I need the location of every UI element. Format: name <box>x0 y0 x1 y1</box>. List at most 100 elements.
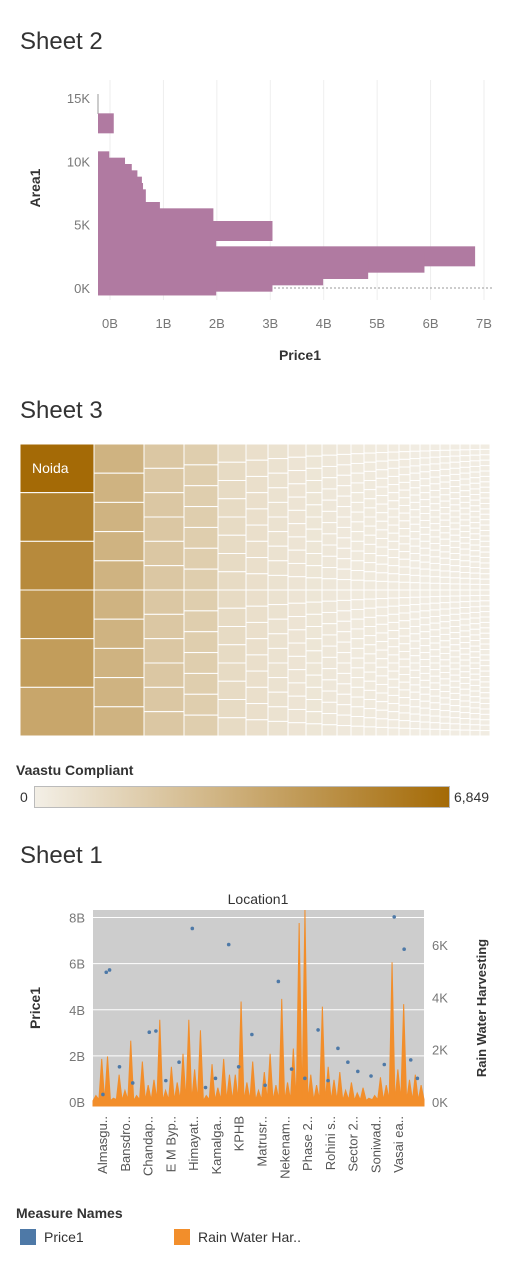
treemap-cell[interactable] <box>479 611 491 618</box>
treemap-cell[interactable] <box>439 506 451 515</box>
treemap-cell[interactable] <box>375 701 389 711</box>
treemap-cell[interactable] <box>387 516 400 526</box>
treemap-cell[interactable] <box>439 614 451 623</box>
treemap-cell[interactable] <box>267 487 289 503</box>
treemap-cell[interactable] <box>429 476 441 485</box>
treemap-cell[interactable] <box>439 633 451 642</box>
treemap-cell[interactable] <box>387 557 400 567</box>
treemap-cell[interactable] <box>305 455 323 469</box>
treemap-cell[interactable] <box>449 498 461 506</box>
treemap-cell[interactable] <box>419 672 431 681</box>
treemap-cell[interactable] <box>217 498 247 518</box>
treemap-cell[interactable] <box>321 567 338 580</box>
treemap-cell[interactable] <box>183 589 219 612</box>
treemap-cell[interactable] <box>350 453 365 464</box>
treemap-cell[interactable] <box>449 632 461 640</box>
treemap-cell[interactable] <box>469 454 481 462</box>
treemap-cell[interactable] <box>409 728 421 737</box>
treemap-cell[interactable] <box>439 532 451 540</box>
treemap-cell[interactable] <box>429 708 441 717</box>
treemap-cell[interactable] <box>479 448 491 456</box>
treemap-cell[interactable] <box>387 597 400 607</box>
treemap-cell[interactable] <box>479 546 491 553</box>
treemap-cell[interactable] <box>429 576 441 584</box>
price-point[interactable] <box>190 926 195 931</box>
price-point[interactable] <box>213 1076 218 1081</box>
treemap-cell[interactable] <box>459 455 471 463</box>
treemap-cell[interactable] <box>398 712 411 722</box>
treemap-cell[interactable] <box>419 700 431 709</box>
treemap-cell[interactable] <box>409 604 421 613</box>
treemap-cell[interactable] <box>305 492 323 506</box>
treemap-cell[interactable] <box>350 579 365 591</box>
treemap-cell[interactable] <box>375 641 389 651</box>
treemap-cell[interactable] <box>321 713 338 726</box>
treemap-cell[interactable] <box>449 443 461 451</box>
treemap-cell[interactable] <box>469 572 481 580</box>
treemap-cell[interactable] <box>469 578 481 585</box>
treemap-cell[interactable] <box>409 574 421 584</box>
treemap-cell[interactable] <box>217 553 247 573</box>
treemap-cell[interactable] <box>479 605 491 613</box>
treemap-cell[interactable] <box>439 640 451 648</box>
treemap-cell[interactable] <box>398 558 411 568</box>
treemap-cell[interactable] <box>398 612 411 622</box>
treemap-cell[interactable] <box>449 723 461 731</box>
treemap-cell[interactable] <box>375 563 389 574</box>
treemap-cell[interactable] <box>419 582 431 591</box>
treemap-cell[interactable] <box>419 645 431 654</box>
treemap-cell[interactable] <box>363 662 377 673</box>
treemap-cell[interactable] <box>429 523 441 531</box>
treemap-cell[interactable] <box>398 551 411 560</box>
treemap-cell[interactable] <box>336 547 352 560</box>
treemap-cell[interactable] <box>439 602 451 610</box>
treemap-cell[interactable] <box>350 725 365 737</box>
treemap-cell[interactable] <box>287 695 307 710</box>
treemap-cell[interactable] <box>375 606 389 617</box>
treemap-cell[interactable] <box>479 724 491 732</box>
treemap-cell[interactable] <box>321 533 338 546</box>
treemap-cell[interactable] <box>217 443 247 463</box>
treemap-cell[interactable] <box>245 686 269 705</box>
treemap-cell[interactable] <box>419 554 431 563</box>
price-point[interactable] <box>250 1032 254 1037</box>
treemap-cell[interactable] <box>439 545 451 553</box>
treemap-cell[interactable] <box>398 658 411 668</box>
treemap-cell[interactable] <box>419 638 431 647</box>
treemap-cell[interactable] <box>459 466 471 474</box>
treemap-cell[interactable] <box>375 580 389 591</box>
treemap-cell[interactable] <box>409 699 421 708</box>
treemap-cell[interactable] <box>245 589 269 607</box>
treemap-cell[interactable] <box>439 526 451 534</box>
treemap-cell[interactable] <box>321 522 338 535</box>
treemap-cell[interactable] <box>267 560 289 576</box>
treemap-cell[interactable] <box>449 467 461 475</box>
treemap-cell[interactable] <box>336 568 352 581</box>
treemap-cell[interactable] <box>439 456 451 464</box>
treemap-cell[interactable] <box>439 608 451 616</box>
treemap-cell[interactable] <box>429 689 441 697</box>
treemap-cell[interactable] <box>459 677 471 684</box>
treemap-cell[interactable] <box>449 571 461 579</box>
treemap-cell[interactable] <box>479 665 491 672</box>
treemap-cell[interactable] <box>409 458 421 467</box>
treemap-cell[interactable] <box>336 516 352 528</box>
treemap-cell[interactable] <box>439 500 451 508</box>
treemap-cell[interactable] <box>336 683 352 695</box>
treemap-cell[interactable] <box>363 489 377 500</box>
treemap-cell[interactable] <box>419 499 431 508</box>
treemap-cell[interactable] <box>439 627 451 635</box>
treemap-cell[interactable] <box>143 565 185 591</box>
treemap-cell[interactable] <box>409 589 421 598</box>
treemap-cell[interactable] <box>183 693 219 716</box>
treemap-cell[interactable] <box>217 461 247 481</box>
treemap-cell[interactable] <box>217 717 247 737</box>
treemap-cell[interactable] <box>429 556 441 564</box>
treemap-cell[interactable] <box>245 443 269 461</box>
treemap-cell[interactable] <box>336 443 352 455</box>
treemap-cell[interactable] <box>398 543 411 553</box>
treemap-cell[interactable] <box>267 662 289 679</box>
treemap-cell[interactable] <box>469 443 481 451</box>
treemap-cell[interactable] <box>469 471 481 479</box>
treemap-cell[interactable] <box>321 623 338 636</box>
